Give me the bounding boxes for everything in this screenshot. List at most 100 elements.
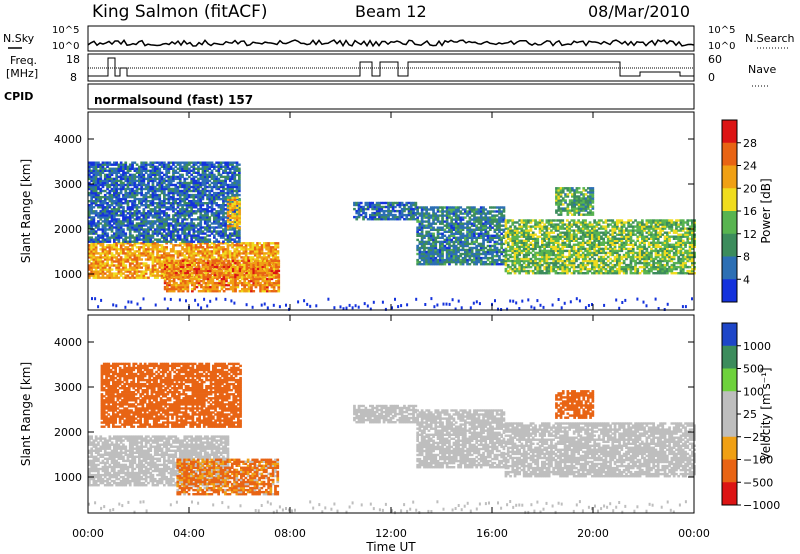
- heatmap-cell: [151, 167, 155, 170]
- heatmap-cell: [226, 189, 230, 193]
- heatmap-cell: [217, 216, 221, 219]
- heatmap-cell: [99, 191, 103, 195]
- heatmap-cell: [479, 256, 483, 260]
- heatmap-cell: [170, 265, 174, 269]
- heatmap-cell: [122, 224, 125, 227]
- heatmap-cell: [128, 268, 132, 271]
- heatmap-cell: [425, 206, 428, 209]
- heatmap-cell: [94, 268, 98, 271]
- heatmap-cell: [197, 177, 200, 181]
- heatmap-cell: [231, 256, 234, 259]
- heatmap-cell: [115, 226, 118, 229]
- heatmap-cell: [106, 187, 109, 191]
- heatmap-cell: [217, 204, 221, 207]
- heatmap-cell: [140, 179, 143, 183]
- heatmap-cell: [234, 277, 237, 281]
- heatmap-cell: [178, 208, 182, 211]
- heatmap-cell: [135, 272, 139, 275]
- heatmap-cell: [215, 212, 218, 215]
- heatmap-cell: [94, 167, 98, 170]
- heatmap-cell: [206, 273, 210, 277]
- heatmap-cell: [202, 285, 206, 289]
- heatmap-cell: [140, 242, 143, 245]
- heatmap-cell: [170, 267, 174, 271]
- heatmap-cell: [138, 187, 141, 191]
- heatmap-cell: [228, 163, 232, 166]
- heatmap-cell: [174, 250, 178, 253]
- heatmap-cell: [144, 230, 148, 233]
- heatmap-cell: [144, 264, 148, 267]
- heatmap-cell: [183, 208, 187, 211]
- heatmap-cell: [147, 222, 150, 225]
- heatmap-cell: [108, 183, 112, 187]
- heatmap-cell: [110, 258, 114, 261]
- heatmap-cell: [126, 193, 130, 197]
- heatmap-cell: [142, 165, 146, 168]
- heatmap-cell: [256, 266, 259, 269]
- heatmap-cell: [115, 230, 118, 233]
- heatmap-cell: [169, 222, 173, 225]
- heatmap-cell: [158, 216, 162, 219]
- heatmap-cell: [165, 173, 168, 177]
- heatmap-cell: [176, 167, 180, 170]
- heatmap-cell: [219, 256, 223, 259]
- heatmap-cell: [209, 279, 212, 283]
- heatmap-cell: [181, 275, 185, 279]
- heatmap-cell: [108, 250, 112, 253]
- heatmap-cell: [233, 169, 237, 172]
- heatmap-cell: [470, 238, 474, 242]
- heatmap-cell: [108, 226, 112, 229]
- heatmap-cell: [432, 232, 435, 235]
- heatmap-cell: [113, 260, 116, 263]
- heatmap-cell: [135, 187, 139, 191]
- heatmap-cell: [88, 260, 91, 263]
- heatmap-cell: [459, 244, 463, 248]
- heatmap-cell: [140, 220, 143, 223]
- heatmap-cell: [97, 258, 100, 261]
- heatmap-cell: [151, 187, 155, 191]
- heatmap-cell: [140, 183, 143, 187]
- heatmap-cell: [197, 275, 201, 279]
- heatmap-cell: [149, 193, 153, 197]
- heatmap-cell: [172, 261, 176, 264]
- heatmap-cell: [217, 244, 221, 247]
- heatmap-cell: [160, 264, 164, 267]
- heatmap-cell: [144, 224, 148, 227]
- heatmap-cell: [191, 281, 194, 285]
- heatmap-cell: [202, 279, 206, 283]
- heatmap-cell: [185, 212, 189, 215]
- heatmap-cell: [88, 169, 91, 172]
- heatmap-cell: [122, 208, 125, 211]
- heatmap-cell: [158, 197, 162, 201]
- heatmap-cell: [219, 236, 223, 239]
- heatmap-cell: [117, 248, 121, 251]
- heatmap-cell: [158, 270, 162, 273]
- heatmap-cell: [101, 195, 105, 199]
- heatmap-cell: [124, 200, 128, 203]
- heatmap-cell: [240, 244, 243, 247]
- heatmap-cell: [224, 204, 227, 207]
- heatmap-cell: [169, 181, 173, 185]
- heatmap-cell: [156, 248, 159, 251]
- heatmap-cell: [156, 272, 159, 275]
- heatmap-cell: [268, 269, 271, 273]
- heatmap-cell: [405, 213, 409, 217]
- heatmap-cell: [251, 248, 255, 251]
- heatmap-cell: [186, 287, 190, 291]
- heatmap-cell: [172, 238, 175, 241]
- heatmap-cell: [491, 263, 494, 266]
- heatmap-cell: [250, 277, 253, 281]
- heatmap-cell: [110, 272, 114, 275]
- heatmap-cell: [140, 202, 143, 205]
- heatmap-cell: [108, 161, 112, 164]
- heatmap-cell: [213, 256, 216, 259]
- heatmap-cell: [158, 169, 162, 172]
- heatmap-cell: [181, 212, 184, 215]
- heatmap-cell: [170, 285, 174, 289]
- heatmap-cell: [378, 218, 381, 221]
- heatmap-cell: [219, 254, 223, 257]
- heatmap-cell: [231, 290, 235, 293]
- heatmap-cell: [113, 189, 116, 193]
- heatmap-cell: [197, 261, 201, 264]
- heatmap-cell: [113, 195, 116, 199]
